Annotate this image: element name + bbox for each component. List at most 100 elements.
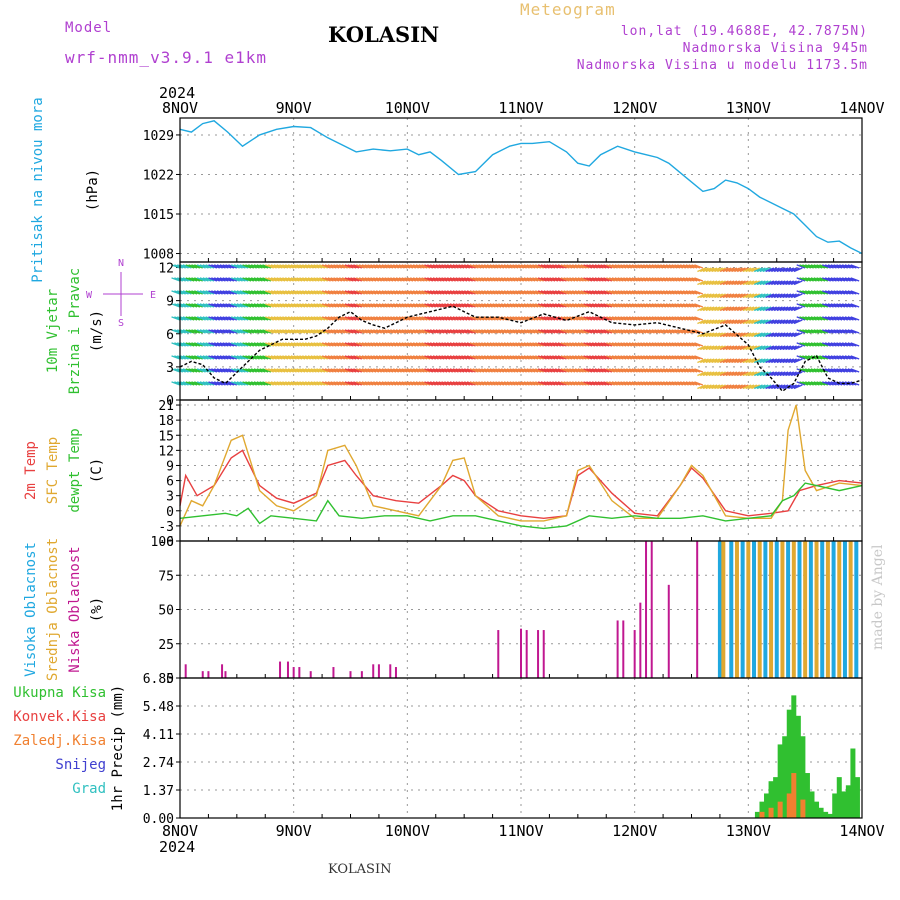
wind-barb — [498, 342, 508, 347]
wind-barb — [174, 329, 184, 334]
wind-barb — [347, 355, 357, 360]
wind-barb — [594, 290, 604, 295]
wind-barb — [378, 355, 388, 360]
wind-barb — [776, 332, 786, 338]
wind-barb — [518, 329, 527, 334]
wind-barb — [313, 316, 323, 321]
wind-barb — [844, 264, 854, 269]
wind-barb — [824, 381, 834, 386]
wind-barb — [179, 355, 189, 360]
wind-barb — [611, 277, 621, 282]
wind-barb — [284, 381, 294, 386]
wind-barb — [432, 342, 442, 347]
wind-barb — [310, 277, 320, 282]
wind-barb — [734, 293, 743, 299]
wind-barb — [643, 290, 652, 295]
wind-barb — [631, 290, 641, 295]
wind-barb — [640, 316, 650, 321]
wind-barb — [230, 355, 240, 360]
wind-barb — [500, 381, 510, 386]
wind-barb — [631, 368, 641, 373]
wind-barb — [364, 329, 374, 334]
wind-barb — [577, 264, 587, 269]
wind-barb — [827, 329, 837, 334]
wind-barb — [518, 316, 527, 321]
x-tick-label-bottom: 13NOV — [726, 822, 771, 840]
wind-barb — [591, 342, 601, 347]
wind-barb — [336, 355, 346, 360]
precip-legend-label: Grad — [72, 781, 106, 797]
wind-barb — [194, 277, 203, 282]
wind-barb — [816, 316, 826, 321]
wind-barb — [611, 342, 621, 347]
wind-barb — [421, 264, 431, 269]
wind-barb — [466, 355, 476, 360]
wind-barb — [259, 355, 269, 360]
wind-barb — [412, 264, 422, 269]
wind-barb — [657, 355, 667, 360]
wind-barb — [250, 329, 260, 334]
wind-barb — [597, 277, 607, 282]
wind-barb — [739, 358, 749, 364]
wind-barb — [370, 316, 380, 321]
wind-barb — [498, 355, 508, 360]
wind-barb — [705, 384, 715, 390]
wind-barb — [279, 329, 289, 334]
wind-barb — [697, 267, 706, 273]
wind-barb — [603, 264, 613, 269]
wind-barb — [793, 345, 803, 351]
wind-barb — [620, 381, 630, 386]
wind-barb — [282, 277, 292, 282]
wind-barb — [205, 277, 215, 282]
wind-barb — [276, 277, 286, 282]
wind-barb — [375, 290, 385, 295]
wind-barb — [478, 355, 488, 360]
wind-barb — [685, 303, 695, 308]
wind-barb — [387, 355, 397, 360]
wind-barb — [657, 368, 667, 373]
wind-barb — [844, 329, 854, 334]
wind-barb — [185, 329, 195, 334]
clouds-axis-label: Visoka Oblacnost — [23, 542, 39, 677]
wind-barb — [390, 368, 400, 373]
wind-barb — [665, 355, 675, 360]
wind-barb — [591, 329, 601, 334]
wind-barb — [543, 264, 553, 269]
wind-barb — [503, 368, 513, 373]
wind-barb — [373, 264, 382, 269]
wind-barb — [728, 345, 738, 351]
wind-barb — [367, 264, 377, 269]
clouds-bar — [394, 667, 397, 678]
wind-barb — [404, 368, 414, 373]
wind-barb — [392, 368, 402, 373]
wind-barb — [330, 355, 340, 360]
wind-barb — [364, 381, 374, 386]
wind-barb — [819, 355, 829, 360]
wind-barb — [378, 381, 388, 386]
wind-barb — [199, 264, 209, 269]
wind-barb — [418, 329, 428, 334]
precipitation-bar — [777, 744, 783, 818]
wind-barb — [211, 368, 221, 373]
wind-barb — [276, 368, 286, 373]
precipitation-frame — [179, 677, 863, 819]
wind-barb — [506, 355, 516, 360]
x-tick-label-top: 9NOV — [276, 99, 312, 117]
wind-barb — [435, 329, 445, 334]
wind-barb — [410, 316, 419, 321]
wind-barb — [671, 316, 681, 321]
wind-barb — [492, 264, 502, 269]
wind-barb — [679, 381, 689, 386]
wind-barb — [654, 355, 664, 360]
wind-barb — [694, 381, 704, 386]
wind-barb — [830, 368, 840, 373]
wind-barb — [739, 267, 749, 273]
wind-barb — [302, 290, 311, 295]
wind-barb — [634, 355, 644, 360]
wind-barb — [805, 368, 814, 373]
wind-barb — [506, 277, 516, 282]
wind-barb — [742, 306, 752, 312]
wind-barb — [836, 342, 846, 347]
wind-barb — [427, 355, 436, 360]
wind-barb — [679, 290, 689, 295]
